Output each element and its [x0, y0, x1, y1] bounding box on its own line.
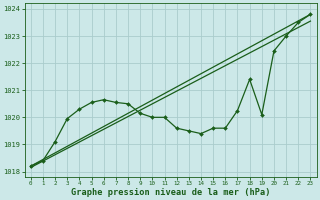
X-axis label: Graphe pression niveau de la mer (hPa): Graphe pression niveau de la mer (hPa): [71, 188, 270, 197]
